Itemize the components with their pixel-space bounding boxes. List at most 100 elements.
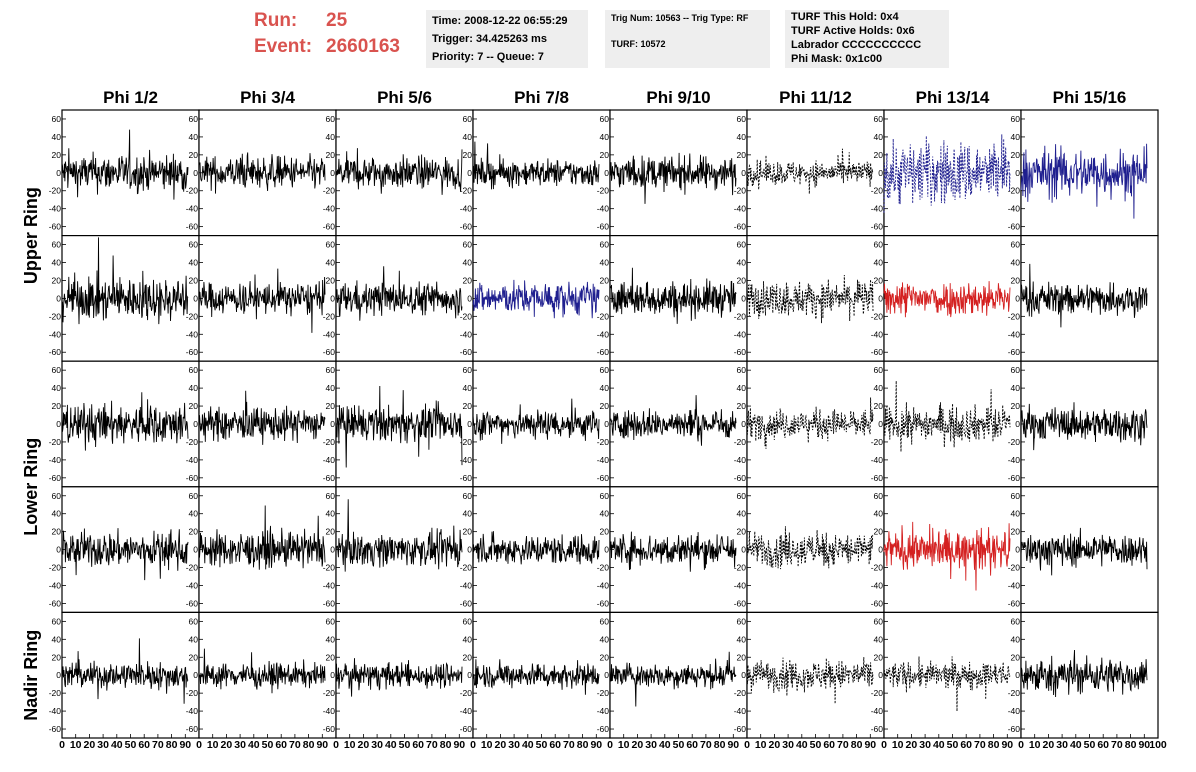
y-tick-label: -60 xyxy=(1008,347,1021,357)
y-tick-label: -40 xyxy=(871,580,884,590)
y-tick-label: -40 xyxy=(460,204,473,214)
x-tick-label: 50 xyxy=(947,739,959,751)
y-tick-label: 0 xyxy=(193,670,198,680)
y-tick-label: 60 xyxy=(326,114,336,124)
y-tick-label: 20 xyxy=(874,150,884,160)
turf-hold-line: TURF This Hold: 0x4 xyxy=(791,11,899,23)
waveform-trace xyxy=(883,656,1011,712)
x-tick-label: 60 xyxy=(138,739,150,751)
y-tick-label: 40 xyxy=(737,132,747,142)
y-tick-label: -40 xyxy=(323,455,336,465)
y-tick-label: 0 xyxy=(56,419,61,429)
waveform-trace xyxy=(472,659,600,695)
y-tick-label: 20 xyxy=(189,527,199,537)
y-tick-label: 0 xyxy=(878,168,883,178)
waveform-trace xyxy=(746,657,874,704)
column-header: Phi 1/2 xyxy=(103,88,158,107)
y-tick-label: 40 xyxy=(52,258,62,268)
y-tick-label: 20 xyxy=(1011,652,1021,662)
y-tick-label: 20 xyxy=(737,401,747,411)
time-line: Time: 2008-12-22 06:55:29 xyxy=(432,15,568,27)
y-tick-label: -20 xyxy=(734,311,747,321)
y-tick-label: 0 xyxy=(56,545,61,555)
waveform-trace xyxy=(335,266,463,321)
y-tick-label: 40 xyxy=(463,634,473,644)
y-tick-label: 20 xyxy=(52,652,62,662)
y-tick-label: 0 xyxy=(878,670,883,680)
y-tick-label: -60 xyxy=(49,222,62,232)
y-tick-label: -60 xyxy=(871,598,884,608)
waveform-trace xyxy=(746,397,874,449)
y-tick-label: -20 xyxy=(460,563,473,573)
y-tick-label: -40 xyxy=(871,455,884,465)
run-value: 25 xyxy=(326,10,348,31)
y-tick-label: -20 xyxy=(49,563,62,573)
y-tick-label: 0 xyxy=(193,293,198,303)
x-tick-label: 0 xyxy=(607,739,613,751)
y-tick-label: 60 xyxy=(737,365,747,375)
waveform-trace xyxy=(198,390,326,445)
x-tick-label: 90 xyxy=(727,739,739,751)
y-tick-label: -20 xyxy=(49,688,62,698)
y-tick-label: -60 xyxy=(186,724,199,734)
y-tick-label: -20 xyxy=(323,186,336,196)
y-tick-label: 40 xyxy=(189,383,199,393)
x-tick-label: 10 xyxy=(1029,739,1041,751)
y-tick-label: -20 xyxy=(734,563,747,573)
y-tick-label: -20 xyxy=(49,311,62,321)
y-tick-label: 60 xyxy=(600,114,610,124)
panel-frame xyxy=(609,611,748,739)
waveform-trace xyxy=(746,274,874,324)
y-tick-label: 60 xyxy=(737,240,747,250)
column-header: Phi 5/6 xyxy=(377,88,432,107)
x-tick-label: 70 xyxy=(1111,739,1123,751)
y-tick-label: -40 xyxy=(734,204,747,214)
waveform-trace xyxy=(472,398,600,444)
x-tick-label: 10 xyxy=(618,739,630,751)
y-tick-label: 60 xyxy=(1011,616,1021,626)
x-tick-label: 30 xyxy=(782,739,794,751)
y-tick-label: -60 xyxy=(597,724,610,734)
waveform-trace xyxy=(609,152,737,204)
y-tick-label: 0 xyxy=(1015,670,1020,680)
waveform-trace xyxy=(335,148,463,195)
x-tick-label: 50 xyxy=(810,739,822,751)
waveform-trace xyxy=(198,268,326,333)
y-tick-label: -60 xyxy=(460,347,473,357)
y-tick-label: -40 xyxy=(597,706,610,716)
y-tick-label: 40 xyxy=(737,383,747,393)
y-tick-label: -40 xyxy=(186,329,199,339)
y-tick-label: 20 xyxy=(600,275,610,285)
waveform-trace xyxy=(61,129,189,200)
y-tick-label: 60 xyxy=(1011,365,1021,375)
y-tick-label: 40 xyxy=(737,634,747,644)
y-tick-label: -40 xyxy=(49,580,62,590)
y-tick-label: 0 xyxy=(741,670,746,680)
waveform-trace xyxy=(1020,527,1148,576)
y-tick-label: -60 xyxy=(1008,724,1021,734)
y-tick-label: -20 xyxy=(871,563,884,573)
y-tick-label: -60 xyxy=(871,222,884,232)
y-tick-label: -40 xyxy=(323,204,336,214)
x-tick-label: 50 xyxy=(125,739,137,751)
x-tick-label: 20 xyxy=(1043,739,1055,751)
y-tick-label: -20 xyxy=(460,688,473,698)
y-tick-label: 0 xyxy=(193,545,198,555)
y-tick-label: 0 xyxy=(604,545,609,555)
time-info-box: Time: 2008-12-22 06:55:29 Trigger: 34.42… xyxy=(426,10,588,68)
x-tick-label: 20 xyxy=(495,739,507,751)
y-tick-label: -60 xyxy=(49,724,62,734)
panel-frame xyxy=(746,360,885,488)
y-tick-label: 0 xyxy=(467,168,472,178)
y-tick-label: -60 xyxy=(49,598,62,608)
y-tick-label: 0 xyxy=(878,419,883,429)
y-tick-label: -20 xyxy=(49,437,62,447)
y-tick-label: -20 xyxy=(460,186,473,196)
waveform-trace xyxy=(883,134,1011,213)
y-tick-label: 60 xyxy=(52,114,62,124)
y-tick-label: -60 xyxy=(323,347,336,357)
row-header: Lower Ring xyxy=(21,438,41,536)
y-tick-label: 20 xyxy=(1011,275,1021,285)
x-tick-label: 80 xyxy=(988,739,1000,751)
waveform-trace xyxy=(198,152,326,194)
